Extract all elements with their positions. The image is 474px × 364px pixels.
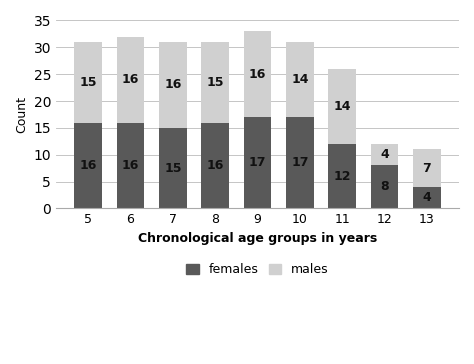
Bar xyxy=(244,117,271,209)
Text: 8: 8 xyxy=(380,181,389,193)
Text: 16: 16 xyxy=(122,73,139,86)
Bar xyxy=(413,149,441,187)
Text: 16: 16 xyxy=(80,159,97,172)
Bar xyxy=(201,123,229,209)
Text: 14: 14 xyxy=(334,100,351,113)
Text: 17: 17 xyxy=(249,156,266,169)
Y-axis label: Count: Count xyxy=(15,96,28,133)
Bar xyxy=(328,69,356,144)
Text: 16: 16 xyxy=(207,159,224,172)
Bar xyxy=(201,42,229,123)
Bar xyxy=(74,42,102,123)
Text: 4: 4 xyxy=(380,148,389,161)
Text: 12: 12 xyxy=(334,170,351,183)
Text: 16: 16 xyxy=(164,78,182,91)
Bar xyxy=(286,117,314,209)
Bar xyxy=(328,144,356,209)
Text: 15: 15 xyxy=(79,76,97,89)
Text: 7: 7 xyxy=(422,162,431,175)
Bar xyxy=(371,166,398,209)
Bar xyxy=(117,123,144,209)
Bar xyxy=(74,123,102,209)
Legend: females, males: females, males xyxy=(181,258,334,281)
Bar xyxy=(244,31,271,117)
Bar xyxy=(159,128,187,209)
Bar xyxy=(117,37,144,123)
X-axis label: Chronological age groups in years: Chronological age groups in years xyxy=(138,232,377,245)
Text: 4: 4 xyxy=(422,191,431,204)
Bar xyxy=(371,144,398,166)
Text: 16: 16 xyxy=(122,159,139,172)
Bar xyxy=(413,187,441,209)
Text: 15: 15 xyxy=(164,162,182,175)
Bar xyxy=(159,42,187,128)
Text: 17: 17 xyxy=(291,156,309,169)
Bar xyxy=(286,42,314,117)
Text: 16: 16 xyxy=(249,68,266,81)
Text: 15: 15 xyxy=(206,76,224,89)
Text: 14: 14 xyxy=(291,73,309,86)
